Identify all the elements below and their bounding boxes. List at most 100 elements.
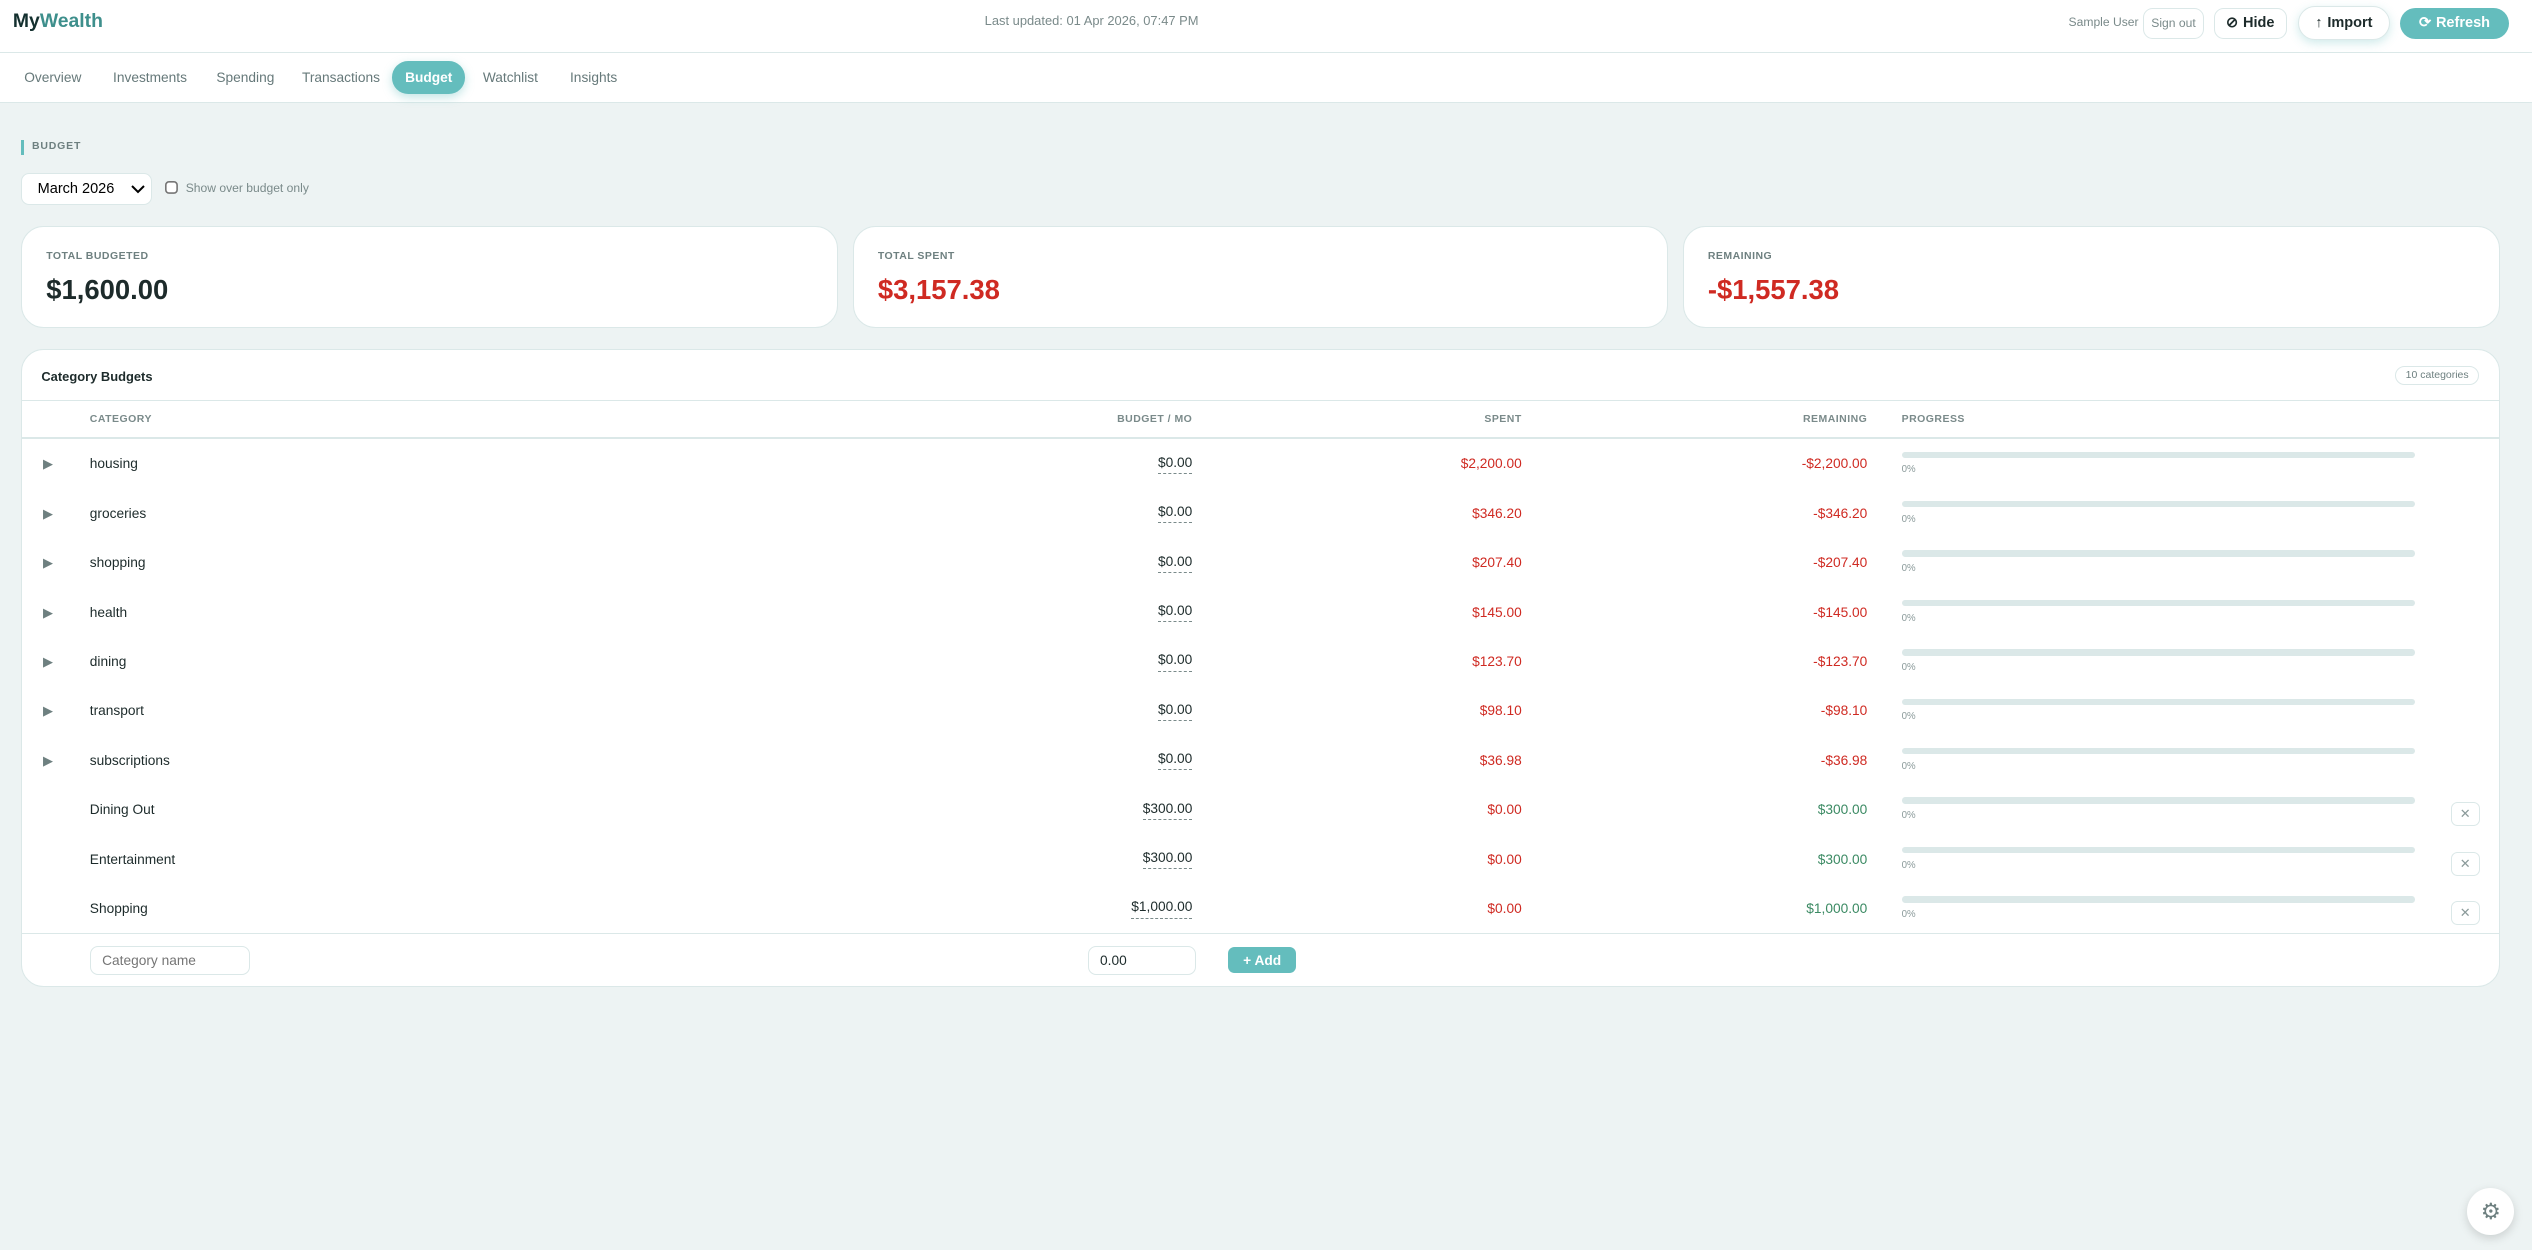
- new-budget-amount-input[interactable]: [1087, 945, 1196, 975]
- hide-button[interactable]: ⊘ Hide: [2213, 8, 2287, 39]
- table-row: Dining Out $300.00 $0.00 $300.00 0% ✕: [22, 791, 2499, 839]
- expand-caret-icon[interactable]: ▶: [42, 505, 53, 521]
- budget-amount-editable[interactable]: $300.00: [1142, 801, 1193, 820]
- app-logo[interactable]: MyWealth: [12, 9, 103, 32]
- category-budgets-table: Category Budgets 10 categories CATEGORY …: [20, 348, 2500, 987]
- tab-investments[interactable]: Investments: [113, 69, 187, 85]
- tab-spending[interactable]: Spending: [216, 69, 275, 85]
- tab-watchlist[interactable]: Watchlist: [482, 69, 538, 85]
- table-row: ▶ shopping $0.00 $207.40 -$207.40 0%: [22, 544, 2499, 592]
- delete-category-close-icon[interactable]: ✕: [2450, 851, 2480, 876]
- category-name: Shopping: [89, 901, 148, 917]
- progress-bar: [1901, 797, 2416, 804]
- budget-amount-editable[interactable]: $0.00: [1157, 652, 1193, 672]
- category-name: housing: [89, 456, 138, 472]
- new-category-input[interactable]: [89, 945, 250, 975]
- table-row: ▶ dining $0.00 $123.70 -$123.70 0%: [22, 643, 2499, 691]
- progress-percent: 0%: [1901, 909, 1916, 921]
- total-spent-value: $3,157.38: [877, 273, 1000, 305]
- progress-percent: 0%: [1901, 464, 1916, 476]
- table-row: ▶ housing $0.00 $2,200.00 -$2,200.00 0%: [22, 445, 2499, 493]
- tab-overview[interactable]: Overview: [24, 69, 82, 85]
- import-button[interactable]: ↑ Import: [2297, 6, 2390, 41]
- section-label: BUDGET: [20, 140, 81, 156]
- remaining-amount: -$98.10: [1820, 703, 1868, 719]
- remaining-amount: -$346.20: [1813, 505, 1868, 521]
- expand-caret-icon[interactable]: ▶: [42, 752, 53, 768]
- budget-amount-editable[interactable]: $0.00: [1157, 455, 1193, 474]
- remaining-amount: $300.00: [1817, 802, 1868, 818]
- over-budget-checkbox[interactable]: [164, 180, 180, 196]
- spent-amount: $346.20: [1472, 505, 1522, 521]
- settings-gear-icon[interactable]: ⚙: [2467, 1188, 2515, 1236]
- category-count-badge: 10 categories: [2394, 365, 2480, 386]
- table-row: ▶ health $0.00 $145.00 -$145.00 0%: [22, 593, 2499, 641]
- table-row: Entertainment $300.00 $0.00 $300.00 0% ✕: [22, 840, 2499, 888]
- budget-amount-editable[interactable]: $1,000.00: [1131, 899, 1193, 919]
- user-name: Sample User: [2068, 14, 2139, 29]
- last-updated: Last updated: 01 Apr 2026, 07:47 PM: [984, 12, 1199, 28]
- expand-caret-icon[interactable]: ▶: [42, 703, 53, 719]
- spent-amount: $36.98: [1479, 752, 1522, 768]
- progress-percent: 0%: [1901, 810, 1916, 822]
- table-row: ▶ subscriptions $0.00 $36.98 -$36.98 0%: [22, 742, 2499, 790]
- category-name: subscriptions: [89, 752, 170, 768]
- divider: [21, 932, 2499, 935]
- category-name: Dining Out: [89, 802, 155, 818]
- spent-amount: $0.00: [1487, 901, 1522, 917]
- remaining-amount: -$145.00: [1813, 604, 1868, 620]
- budget-amount-editable[interactable]: $0.00: [1157, 554, 1193, 573]
- budget-amount-editable[interactable]: $0.00: [1157, 702, 1193, 722]
- progress-percent: 0%: [1901, 612, 1916, 624]
- delete-category-close-icon[interactable]: ✕: [2450, 901, 2480, 926]
- category-name: dining: [89, 654, 127, 669]
- progress-bar: [1901, 747, 2416, 755]
- category-name: Entertainment: [89, 851, 176, 867]
- expand-caret-icon[interactable]: ▶: [42, 604, 53, 620]
- table-row: ▶ transport $0.00 $98.10 -$98.10 0%: [22, 692, 2499, 740]
- remaining-amount: -$2,200.00: [1801, 456, 1868, 472]
- budget-amount-editable[interactable]: $0.00: [1157, 504, 1193, 524]
- tab-transactions[interactable]: Transactions: [301, 69, 380, 85]
- progress-bar: [1901, 896, 2416, 903]
- tab-insights[interactable]: Insights: [570, 69, 618, 85]
- divider: [21, 399, 2499, 402]
- spent-amount: $123.70: [1472, 654, 1522, 669]
- remaining-value: -$1,557.38: [1707, 273, 1840, 305]
- remaining-amount: $1,000.00: [1806, 901, 1868, 917]
- budget-amount-editable[interactable]: $0.00: [1157, 751, 1193, 771]
- category-name: transport: [89, 703, 144, 719]
- month-select[interactable]: March 2026: [20, 172, 152, 206]
- delete-category-close-icon[interactable]: ✕: [2450, 802, 2480, 827]
- progress-percent: 0%: [1901, 513, 1916, 525]
- expand-caret-icon[interactable]: ▶: [42, 456, 53, 472]
- remaining-amount: -$123.70: [1813, 654, 1868, 669]
- col-remaining: REMAINING: [1802, 414, 1868, 426]
- col-spent: SPENT: [1484, 414, 1522, 426]
- table-title: Category Budgets: [41, 369, 153, 385]
- spent-amount: $2,200.00: [1460, 456, 1522, 472]
- eye-off-icon: ⊘: [2225, 15, 2239, 32]
- sign-out-button[interactable]: Sign out: [2142, 8, 2205, 39]
- tab-budget[interactable]: Budget: [392, 61, 466, 94]
- progress-bar: [1901, 599, 2416, 607]
- over-budget-filter[interactable]: Show over budget only: [164, 180, 309, 196]
- refresh-button[interactable]: ⟳ Refresh: [2399, 8, 2510, 39]
- budget-amount-editable[interactable]: $0.00: [1157, 603, 1193, 623]
- expand-caret-icon[interactable]: ▶: [42, 555, 53, 571]
- col-budget: BUDGET / MO: [1117, 414, 1193, 426]
- main-tabs: Overview Investments Spending Transactio…: [0, 53, 2532, 104]
- progress-bar: [1901, 500, 2416, 508]
- budget-amount-editable[interactable]: $300.00: [1142, 850, 1193, 870]
- progress-bar: [1901, 550, 2416, 557]
- add-category-button[interactable]: + Add: [1228, 947, 1297, 974]
- spent-amount: $0.00: [1487, 851, 1522, 867]
- remaining-amount: -$207.40: [1813, 555, 1868, 571]
- spent-amount: $207.40: [1472, 555, 1522, 571]
- divider: [21, 436, 2499, 439]
- remaining-amount: -$36.98: [1820, 752, 1868, 768]
- progress-bar: [1901, 846, 2416, 854]
- remaining-amount: $300.00: [1817, 851, 1868, 867]
- expand-caret-icon[interactable]: ▶: [42, 654, 53, 669]
- category-name: health: [89, 604, 128, 620]
